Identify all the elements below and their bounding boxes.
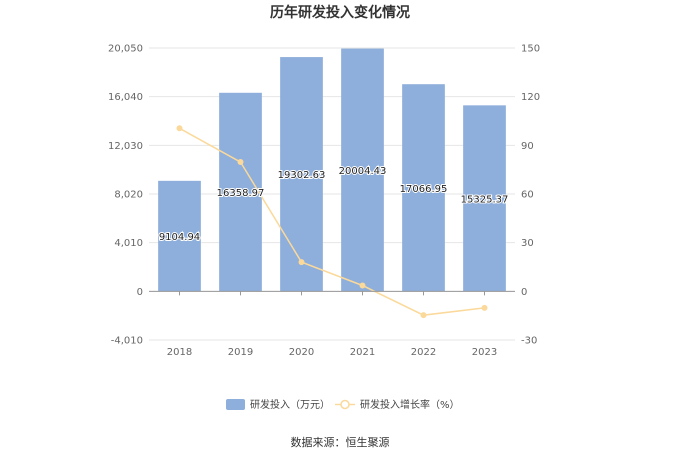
bar-value-label: 15325.37 (461, 194, 509, 205)
y-left-tick-label: 0 (137, 287, 143, 298)
x-tick-label: 2023 (472, 347, 497, 358)
bar-2023[interactable] (463, 105, 506, 292)
bar-series (158, 48, 506, 292)
chart-title: 历年研发投入变化情况 (270, 4, 410, 21)
line-point-2019[interactable] (237, 159, 244, 166)
legend-bar-swatch (226, 399, 245, 410)
y-right-tick-label: 30 (521, 238, 534, 249)
legend-bar-label: 研发投入（万元） (250, 398, 330, 411)
bar-value-label: 19302.63 (278, 170, 326, 181)
bar-2022[interactable] (402, 84, 445, 292)
x-axis: 2018 2019 2020 2021 2022 2023 (149, 290, 515, 358)
bar-2019[interactable] (219, 92, 262, 292)
y-right-tick-label: 60 (521, 190, 534, 201)
y-left-tick-label: 16,040 (108, 92, 143, 103)
bar-2018[interactable] (158, 180, 201, 292)
line-series (176, 125, 488, 319)
line-point-2021[interactable] (359, 282, 366, 289)
legend[interactable]: 研发投入（万元） 研发投入增长率（%） (226, 398, 460, 411)
legend-item-line[interactable]: 研发投入增长率（%） (335, 398, 460, 411)
x-tick-label: 2018 (167, 347, 192, 358)
x-tick-label: 2022 (411, 347, 436, 358)
line-point-2023[interactable] (481, 304, 488, 311)
y-left-tick-label: 4,010 (114, 238, 143, 249)
y-right-tick-label: 90 (521, 141, 534, 152)
line-point-2022[interactable] (420, 312, 427, 319)
y-right-tick-label: 0 (521, 287, 527, 298)
bar-2021[interactable] (341, 48, 384, 292)
y-right-tick-label: 120 (521, 92, 540, 103)
y-left-tick-label: 8,020 (114, 190, 143, 201)
legend-line-marker (340, 399, 350, 410)
growth-rate-line (179, 127, 485, 316)
line-point-2020[interactable] (298, 259, 305, 266)
y-left-tick-label: -4,010 (111, 336, 143, 347)
left-axis: 20,050 16,040 12,030 8,020 4,010 0 -4,010 (108, 44, 143, 347)
right-axis: 150 120 90 60 30 0 -30 (521, 44, 540, 347)
bar-value-label: 9104.94 (159, 232, 200, 243)
bar-value-label: 16358.97 (217, 188, 265, 199)
line-point-2018[interactable] (176, 125, 183, 132)
bar-2020[interactable] (280, 57, 323, 292)
y-left-tick-label: 12,030 (108, 141, 143, 152)
x-tick-label: 2019 (228, 347, 253, 358)
x-tick-label: 2021 (350, 347, 375, 358)
bar-value-label: 20004.43 (339, 166, 387, 177)
y-left-tick-label: 20,050 (108, 44, 143, 55)
x-tick-label: 2020 (289, 347, 314, 358)
bar-value-label: 17066.95 (400, 184, 448, 195)
data-source: 数据来源：恒生聚源 (291, 435, 390, 449)
legend-line-label: 研发投入增长率（%） (360, 398, 460, 411)
y-right-tick-label: -30 (521, 336, 537, 347)
bar-labels: 9104.94 16358.97 19302.63 20004.43 17066.95 1… (158, 165, 510, 244)
y-right-tick-label: 150 (521, 44, 540, 55)
legend-item-bar[interactable]: 研发投入（万元） (226, 398, 330, 411)
